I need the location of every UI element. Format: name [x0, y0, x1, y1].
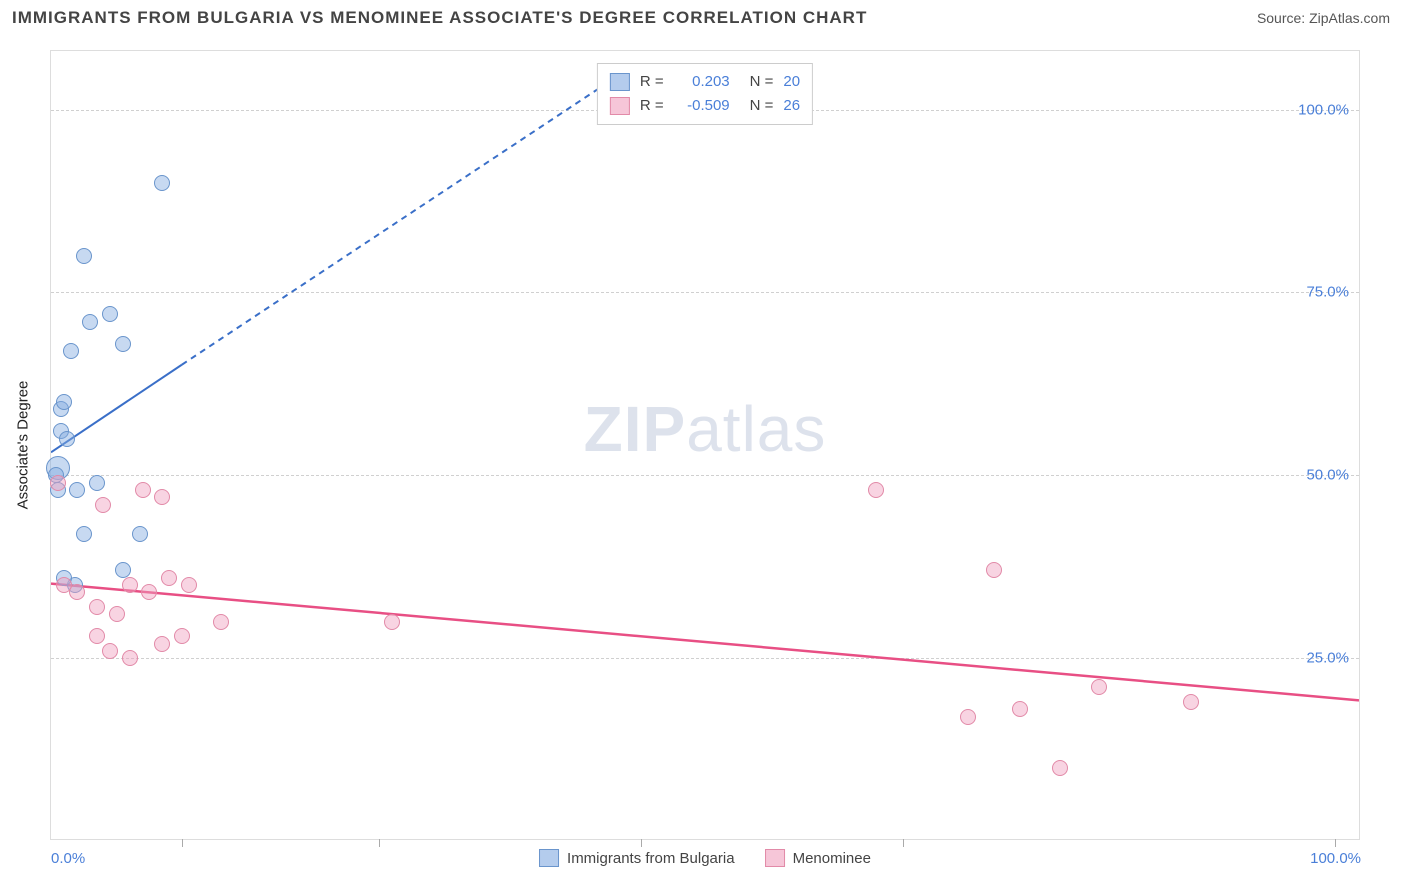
chart-container: Associate's Degree 25.0%50.0%75.0%100.0%… [50, 50, 1360, 840]
y-axis-label: Associate's Degree [15, 381, 32, 510]
data-point [132, 526, 148, 542]
legend-label: Immigrants from Bulgaria [567, 850, 735, 867]
stats-legend-row: R = 0.203 N = 20 [610, 70, 800, 94]
r-value: -0.509 [674, 94, 730, 118]
header: IMMIGRANTS FROM BULGARIA VS MENOMINEE AS… [0, 0, 1406, 36]
data-point [63, 343, 79, 359]
data-point [154, 175, 170, 191]
chart-title: IMMIGRANTS FROM BULGARIA VS MENOMINEE AS… [12, 8, 867, 28]
data-point [1012, 701, 1028, 717]
data-point [1052, 760, 1068, 776]
n-label: N = [750, 94, 774, 118]
y-tick-label: 25.0% [1306, 650, 1349, 667]
data-point [181, 577, 197, 593]
y-tick-label: 50.0% [1306, 467, 1349, 484]
data-point [89, 599, 105, 615]
legend-swatch [765, 849, 785, 867]
trendlines-svg [51, 51, 1359, 839]
n-label: N = [750, 70, 774, 94]
n-value: 20 [783, 70, 800, 94]
data-point [102, 643, 118, 659]
source-attribution: Source: ZipAtlas.com [1257, 10, 1390, 26]
data-point [109, 606, 125, 622]
r-label: R = [640, 94, 664, 118]
legend-item: Menominee [765, 849, 871, 867]
data-point [89, 475, 105, 491]
legend-swatch [539, 849, 559, 867]
series-legend: Immigrants from Bulgaria Menominee [539, 849, 871, 867]
data-point [50, 475, 66, 491]
legend-swatch [610, 73, 630, 91]
data-point [174, 628, 190, 644]
x-tick-label: 0.0% [51, 850, 85, 867]
y-tick-label: 75.0% [1306, 284, 1349, 301]
data-point [89, 628, 105, 644]
x-tick-mark [641, 839, 642, 847]
x-tick-mark [182, 839, 183, 847]
data-point [213, 614, 229, 630]
data-point [135, 482, 151, 498]
data-point [384, 614, 400, 630]
trendline-dashed [182, 87, 601, 364]
stats-legend-row: R = -0.509 N = 26 [610, 94, 800, 118]
legend-item: Immigrants from Bulgaria [539, 849, 735, 867]
stats-legend-box: R = 0.203 N = 20 R = -0.509 N = 26 [597, 63, 813, 125]
x-tick-mark [903, 839, 904, 847]
legend-swatch [610, 97, 630, 115]
data-point [868, 482, 884, 498]
x-tick-mark [1335, 839, 1336, 847]
data-point [161, 570, 177, 586]
data-point [69, 482, 85, 498]
data-point [102, 306, 118, 322]
y-tick-label: 100.0% [1298, 101, 1349, 118]
data-point [115, 336, 131, 352]
data-point [1183, 694, 1199, 710]
trendline-solid [51, 584, 1359, 701]
data-point [95, 497, 111, 513]
data-point [122, 577, 138, 593]
data-point [82, 314, 98, 330]
data-point [59, 431, 75, 447]
data-point [141, 584, 157, 600]
data-point [1091, 679, 1107, 695]
data-point [154, 636, 170, 652]
legend-label: Menominee [793, 850, 871, 867]
data-point [76, 526, 92, 542]
r-label: R = [640, 70, 664, 94]
data-point [960, 709, 976, 725]
data-point [69, 584, 85, 600]
n-value: 26 [783, 94, 800, 118]
data-point [154, 489, 170, 505]
x-tick-mark [379, 839, 380, 847]
gridline [51, 658, 1359, 659]
data-point [122, 650, 138, 666]
data-point [56, 394, 72, 410]
watermark: ZIPatlas [584, 392, 827, 466]
data-point [115, 562, 131, 578]
data-point [76, 248, 92, 264]
gridline [51, 292, 1359, 293]
data-point [986, 562, 1002, 578]
r-value: 0.203 [674, 70, 730, 94]
gridline [51, 475, 1359, 476]
x-tick-label: 100.0% [1310, 850, 1361, 867]
